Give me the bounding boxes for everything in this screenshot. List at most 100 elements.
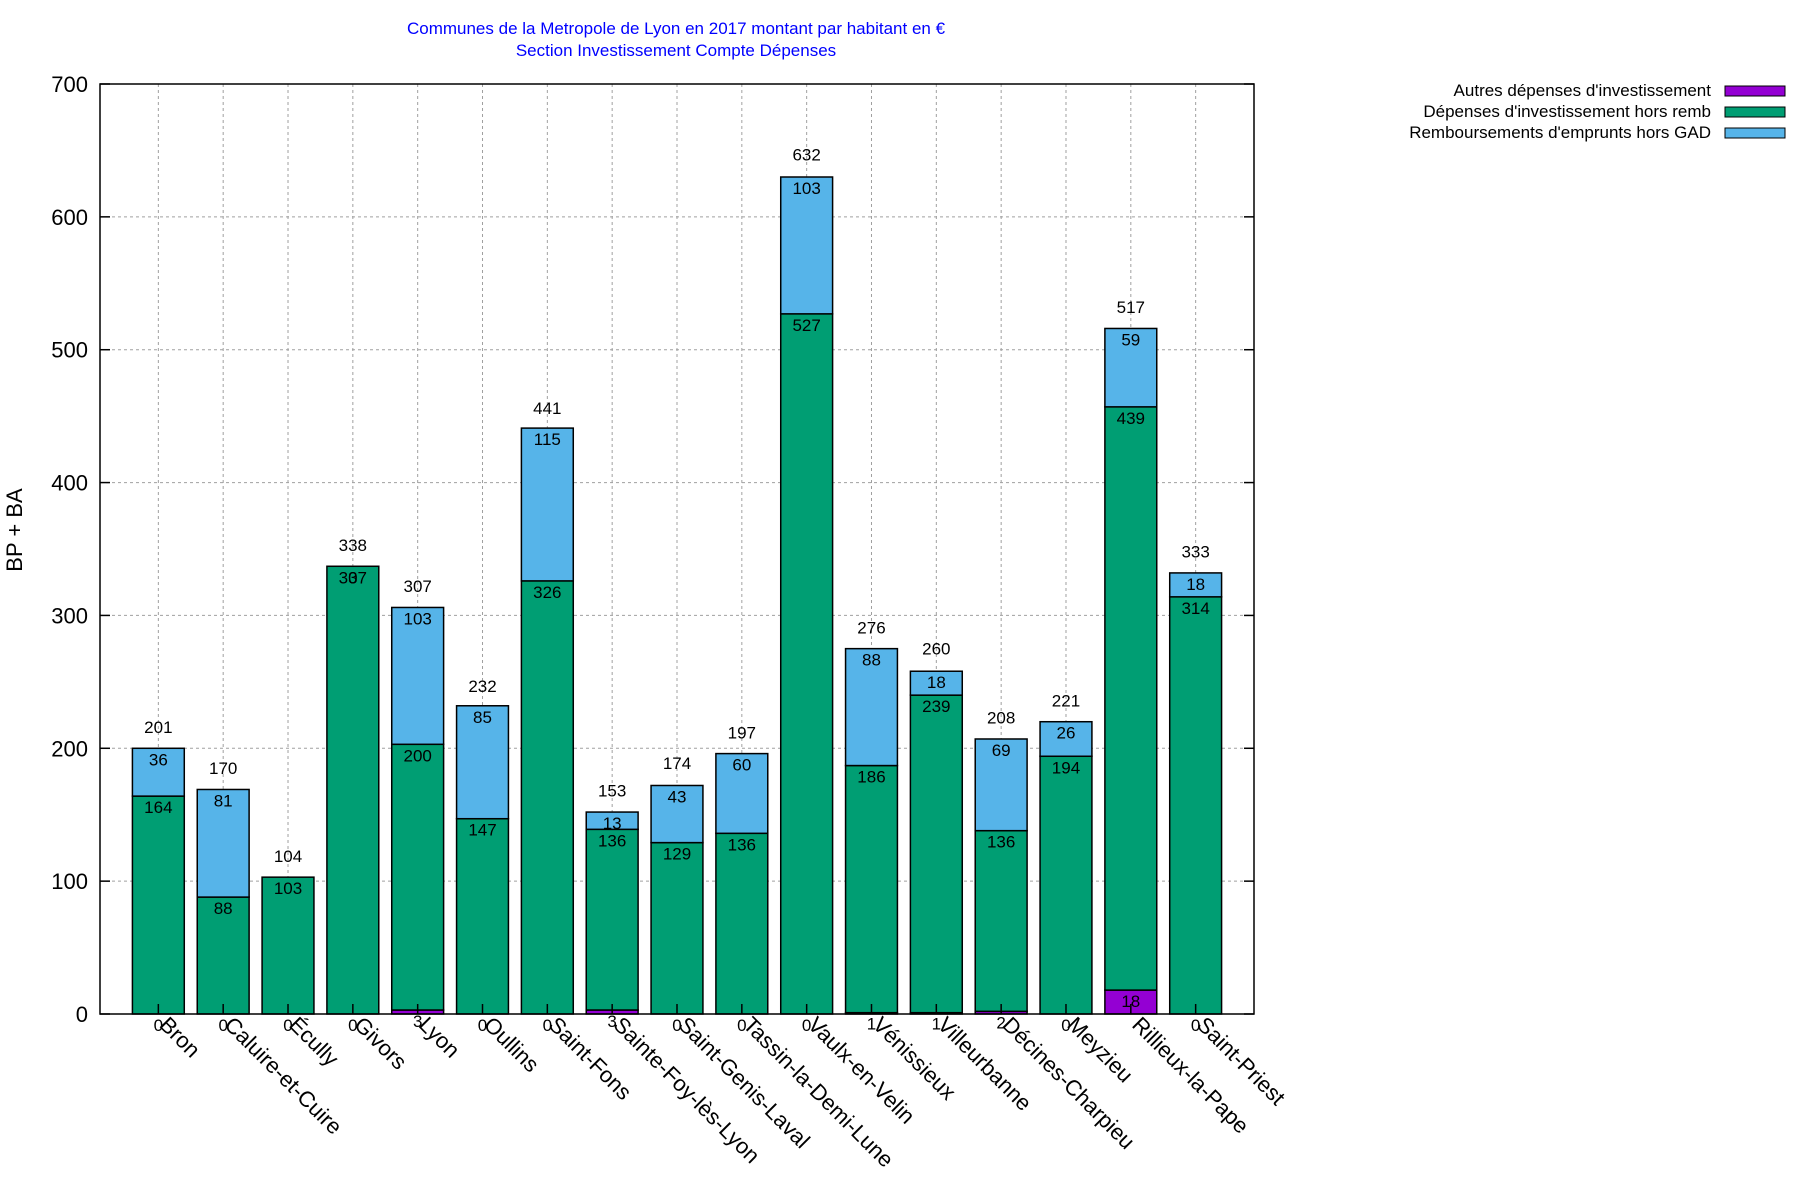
- segment-value-label: 0: [737, 1016, 746, 1035]
- total-value-label: 104: [274, 847, 302, 866]
- segment-value-label: 527: [792, 316, 820, 335]
- y-tick-label: 400: [51, 471, 88, 496]
- segment-value-label: 136: [987, 833, 1015, 852]
- data-labels: 0164362010888117001031040337033832001033…: [144, 145, 1210, 1035]
- bar-segment-1: [585, 828, 639, 1011]
- segment-value-label: 88: [862, 651, 881, 670]
- total-value-label: 517: [1117, 298, 1145, 317]
- bar-segment-1: [909, 694, 964, 1014]
- segment-value-label: 18: [1186, 575, 1205, 594]
- segment-value-label: 186: [857, 768, 885, 787]
- total-value-label: 153: [598, 782, 626, 801]
- legend: Autres dépenses d'investissement Dépenses…: [1409, 81, 1786, 142]
- segment-value-label: 13: [603, 814, 622, 833]
- y-tick-label: 600: [51, 205, 88, 230]
- bar-segment-1: [390, 743, 445, 1011]
- bar-segment-2: [844, 647, 899, 767]
- bar-segment-1: [1104, 406, 1158, 991]
- bar-segment-2: [1039, 720, 1093, 758]
- legend-swatch: [1724, 85, 1786, 97]
- x-tick-label: Oullins: [479, 1012, 544, 1077]
- y-tick-label: 200: [51, 736, 88, 761]
- total-value-label: 208: [987, 709, 1015, 728]
- total-value-label: 197: [728, 723, 756, 742]
- segment-value-label: 0: [154, 1016, 163, 1035]
- segment-value-label: 88: [214, 899, 233, 918]
- segment-value-label: 239: [922, 697, 950, 716]
- total-value-label: 201: [144, 718, 172, 737]
- bar-segment-2: [779, 176, 834, 315]
- y-tick-label: 300: [51, 603, 88, 628]
- segment-value-label: 0: [1061, 1016, 1070, 1035]
- segment-value-label: 81: [214, 791, 233, 810]
- bar-segment-1: [715, 832, 769, 1015]
- total-value-label: 333: [1181, 543, 1209, 562]
- segment-value-label: 103: [403, 609, 431, 628]
- segment-value-label: 439: [1117, 409, 1145, 428]
- segment-value-label: 103: [274, 879, 302, 898]
- segment-value-label: 200: [403, 746, 431, 765]
- segment-value-label: 115: [534, 430, 561, 449]
- bar-segment-2: [1168, 572, 1223, 598]
- x-tick-label: Givors: [349, 1012, 412, 1075]
- bar-segment-2: [1104, 327, 1158, 408]
- segment-value-label: 18: [927, 673, 946, 692]
- segment-value-label: 337: [339, 568, 367, 587]
- bar-segment-1: [650, 841, 704, 1015]
- bar-segment-2: [520, 427, 575, 582]
- bar-segment-1: [1168, 596, 1223, 1015]
- segment-value-label: 314: [1181, 599, 1209, 618]
- bar-segment-1: [779, 313, 834, 1015]
- bar-segment-1: [455, 817, 510, 1015]
- segment-value-label: 326: [533, 583, 561, 602]
- total-value-label: 260: [922, 640, 950, 659]
- bar-segment-2: [585, 811, 639, 831]
- bar-segment-2: [650, 784, 704, 844]
- legend-swatch: [1724, 127, 1786, 139]
- bar-segment-2: [390, 606, 445, 746]
- segment-value-label: 3: [413, 1012, 422, 1031]
- y-tick-label: 100: [51, 869, 88, 894]
- total-value-label: 338: [339, 536, 367, 555]
- segment-value-label: 129: [663, 845, 691, 864]
- segment-value-label: 0: [348, 568, 357, 587]
- x-tick-label: Écully: [284, 1012, 343, 1071]
- total-value-label: 170: [209, 759, 237, 778]
- bar-segment-1: [844, 764, 899, 1014]
- chart-subtitle: Section Investissement Compte Dépenses: [516, 41, 836, 60]
- segment-value-label: 69: [992, 741, 1011, 760]
- segment-value-label: 103: [792, 179, 820, 198]
- segment-value-label: 0: [348, 1016, 357, 1035]
- bars-group: [131, 176, 1223, 1015]
- y-tick-label: 700: [51, 72, 88, 97]
- bar-segment-2: [974, 738, 1028, 832]
- y-axis-label: BP + BA: [2, 488, 27, 572]
- segment-value-label: 136: [728, 835, 756, 854]
- segment-value-label: 1: [867, 1015, 876, 1034]
- segment-value-label: 136: [598, 831, 626, 850]
- total-value-label: 276: [857, 618, 885, 637]
- total-value-label: 174: [663, 754, 691, 773]
- bar-segment-2: [196, 788, 250, 898]
- total-value-label: 307: [403, 577, 431, 596]
- segment-value-label: 26: [1057, 724, 1076, 743]
- segment-value-label: 60: [732, 756, 751, 775]
- segment-value-label: 36: [149, 750, 168, 769]
- bar-segment-1: [1039, 755, 1093, 1015]
- segment-value-label: 1: [932, 1015, 941, 1034]
- y-tick-label: 500: [51, 338, 88, 363]
- segment-value-label: 0: [283, 1016, 292, 1035]
- y-tick-label: 0: [76, 1002, 88, 1027]
- bar-segment-1: [131, 795, 186, 1015]
- segment-value-label: 18: [1121, 992, 1140, 1011]
- legend-swatch: [1724, 106, 1786, 118]
- bar-segment-1: [520, 580, 575, 1015]
- legend-label: Dépenses d'investissement hors remb: [1423, 102, 1711, 121]
- segment-value-label: 2: [996, 1013, 1005, 1032]
- segment-value-label: 0: [543, 1016, 552, 1035]
- total-value-label: 441: [533, 399, 561, 418]
- segment-value-label: 147: [468, 821, 496, 840]
- bar-segment-2: [715, 752, 769, 835]
